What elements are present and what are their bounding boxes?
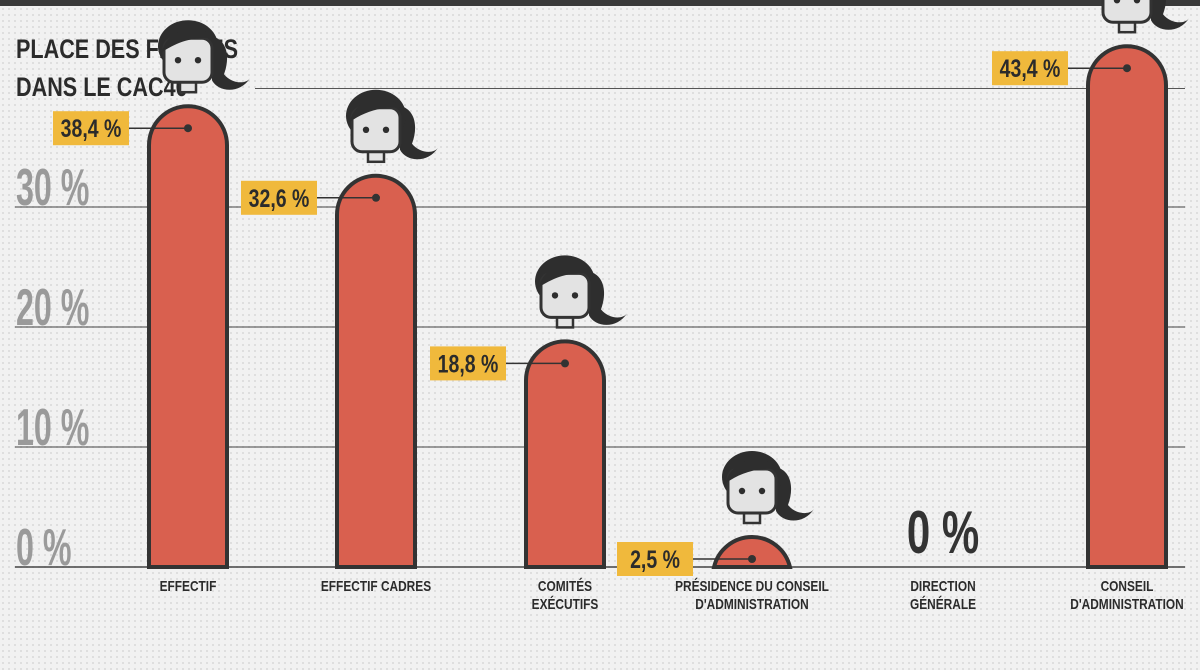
- right-eye-icon: [758, 487, 766, 495]
- bar-group: 0 % DIRECTION GÉNÉRALE: [907, 499, 979, 613]
- value-label-box: [430, 346, 506, 381]
- bar: [147, 104, 229, 569]
- bar-group: 43,4 % CONSEIL D'ADMINISTRATION: [992, 0, 1189, 612]
- value-label-box: [617, 542, 693, 576]
- right-eye-icon: [1133, 0, 1141, 4]
- category-label: DIRECTION: [910, 578, 975, 594]
- ponytail-shape: [1151, 0, 1189, 30]
- value-label-box: [992, 51, 1068, 86]
- category-label: EFFECTIF CADRES: [321, 578, 431, 594]
- ponytail-shape: [212, 36, 250, 90]
- category-label: D'ADMINISTRATION: [1070, 596, 1183, 612]
- y-tick-label: 10 %: [16, 399, 89, 457]
- bar-group: 32,6 % EFFECTIF CADRES: [241, 89, 438, 594]
- bar-group: 38,4 % EFFECTIF: [53, 20, 250, 594]
- fringe-shape: [162, 28, 214, 53]
- value-label: 2,5 %: [630, 546, 680, 574]
- left-eye-icon: [738, 487, 746, 495]
- category-label: EFFECTIF: [160, 578, 217, 594]
- y-tick-label: 0 %: [16, 519, 72, 577]
- category-label: EXÉCUTIFS: [532, 596, 599, 612]
- left-eye-icon: [1113, 0, 1121, 4]
- category-label: D'ADMINISTRATION: [695, 596, 808, 612]
- ponytail-shape: [400, 105, 438, 160]
- top-bar: [0, 0, 1200, 6]
- y-tick-label: 30 %: [16, 159, 89, 217]
- value-label: 32,6 %: [249, 184, 310, 212]
- bar: [335, 173, 417, 569]
- category-label: PRÉSIDENCE DU CONSEIL: [675, 578, 829, 594]
- face-shape: [1101, 0, 1153, 24]
- bar: [1086, 44, 1168, 569]
- category-label: GÉNÉRALE: [910, 596, 976, 612]
- right-eye-icon: [382, 126, 390, 133]
- fringe-shape: [539, 263, 591, 288]
- bar-group: 18,8 % COMITÉS EXÉCUTIFS: [430, 255, 627, 612]
- bar-group: 2,5 % PRÉSIDENCE DU CONSEIL D'ADMINISTRATI…: [617, 451, 829, 612]
- ponytail-shape: [589, 271, 627, 325]
- fringe-shape: [726, 459, 778, 483]
- y-tick-label: 20 %: [16, 279, 89, 337]
- title-rule: [255, 88, 1185, 89]
- category-label: COMITÉS: [538, 578, 592, 594]
- value-label-box: [241, 180, 317, 215]
- ponytail-shape: [776, 467, 814, 521]
- right-eye-icon: [571, 292, 579, 299]
- value-label-zero: 0 %: [907, 499, 979, 566]
- left-eye-icon: [551, 292, 559, 299]
- right-eye-icon: [194, 57, 202, 64]
- fringe-shape: [350, 98, 402, 122]
- value-label: 43,4 %: [1000, 55, 1061, 83]
- category-label: CONSEIL: [1101, 578, 1154, 594]
- bar: [524, 339, 606, 569]
- value-label: 38,4 %: [61, 115, 122, 143]
- value-label-box: [53, 111, 129, 146]
- value-label: 18,8 %: [438, 350, 499, 378]
- left-eye-icon: [174, 57, 182, 64]
- chart-title-line-2: DANS LE CAC40: [16, 72, 188, 102]
- left-eye-icon: [362, 126, 370, 133]
